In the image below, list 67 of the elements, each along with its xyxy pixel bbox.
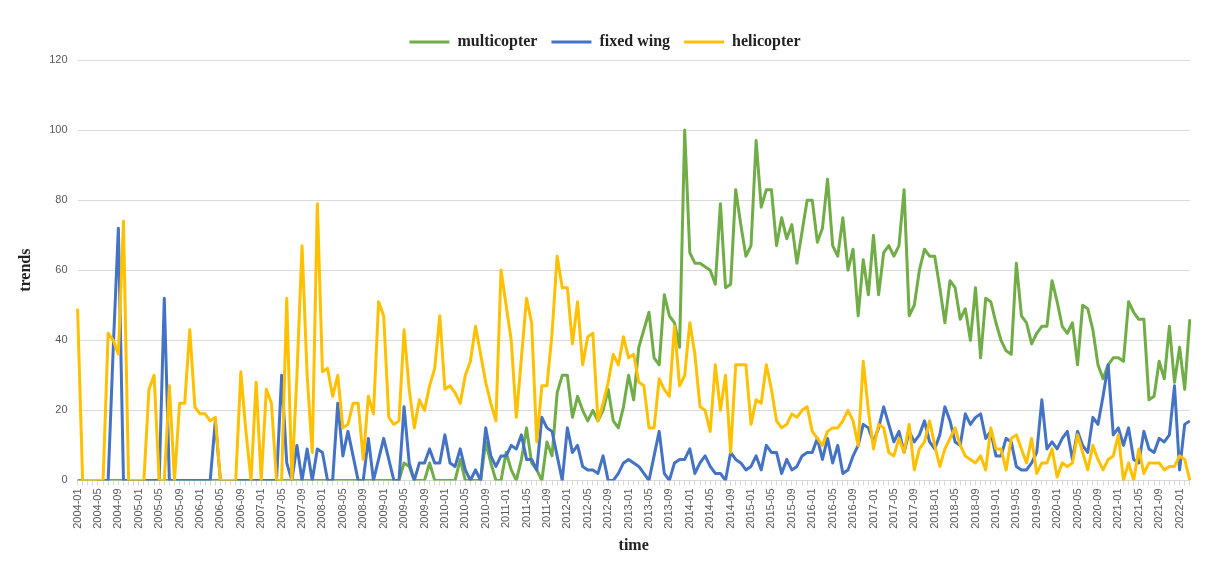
x-tick-label: 2015-01: [744, 488, 757, 529]
y-tick-label: 40: [55, 333, 68, 346]
x-tick-label: 2011-09: [539, 488, 552, 528]
x-tick-label: 2014-01: [682, 488, 695, 529]
x-tick-label: 2013-01: [621, 488, 634, 529]
x-tick-label: 2008-05: [335, 488, 348, 529]
x-tick-label: 2016-09: [846, 488, 859, 529]
x-tick-label: 2014-05: [703, 488, 716, 529]
x-tick-label: 2018-01: [927, 488, 940, 529]
x-tick-label: 2013-05: [642, 488, 655, 529]
x-tick-label: 2018-09: [968, 488, 981, 529]
x-tick-label: 2006-09: [233, 488, 246, 529]
x-tick-label: 2011-01: [499, 488, 512, 528]
x-tick-label: 2012-05: [580, 488, 593, 529]
x-tick-label: 2010-01: [437, 488, 450, 529]
x-tick-label: 2007-01: [254, 488, 267, 529]
x-tick-label: 2017-05: [886, 488, 899, 529]
x-tick-label: 2006-05: [213, 488, 226, 529]
x-tick-label: 2008-01: [315, 488, 328, 529]
x-tick-label: 2004-05: [90, 488, 103, 529]
x-tick-label: 2015-09: [784, 488, 797, 529]
x-tick-label: 2007-05: [274, 488, 287, 529]
x-tick-label: 2020-05: [1070, 488, 1083, 529]
x-tick-label: 2014-09: [723, 488, 736, 529]
y-tick-label: 80: [55, 193, 68, 206]
x-tick-label: 2004-01: [70, 488, 83, 529]
x-tick-label: 2011-05: [519, 488, 532, 528]
y-tick-label: 0: [61, 473, 68, 486]
x-tick-label: 2016-05: [825, 488, 838, 529]
x-tick-label: 2010-09: [478, 488, 491, 529]
x-tick-label: 2006-01: [193, 488, 206, 529]
x-tick-label: 2021-05: [1131, 488, 1144, 529]
x-tick-label: 2009-05: [397, 488, 410, 529]
x-tick-label: 2020-09: [1090, 488, 1103, 529]
y-tick-label: 60: [55, 263, 68, 276]
x-tick-label: 2020-01: [1050, 488, 1063, 529]
x-axis-title: time: [618, 535, 649, 553]
x-tick-label: 2019-05: [1009, 488, 1022, 529]
legend-label: fixed wing: [599, 32, 671, 51]
x-tick-label: 2010-05: [458, 488, 471, 529]
x-tick-label: 2004-09: [111, 488, 124, 529]
x-tick-label: 2005-01: [131, 488, 144, 529]
x-tick-label: 2016-01: [805, 488, 818, 529]
y-tick-label: 120: [49, 53, 68, 66]
x-tick-label: 2012-01: [560, 488, 573, 529]
legend-label: helicopter: [732, 32, 801, 51]
x-tick-label: 2013-09: [662, 488, 675, 529]
x-tick-label: 2012-09: [601, 488, 614, 529]
x-tick-label: 2009-01: [376, 488, 389, 529]
x-tick-label: 2015-05: [764, 488, 777, 529]
x-tick-label: 2021-01: [1111, 488, 1124, 529]
x-tick-label: 2005-09: [172, 488, 185, 529]
legend-label: multicopter: [457, 32, 538, 51]
y-tick-label: 100: [49, 123, 68, 136]
y-tick-label: 20: [55, 403, 68, 416]
x-tick-label: 2008-09: [356, 488, 369, 529]
x-tick-label: 2005-05: [152, 488, 165, 529]
x-tick-label: 2021-09: [1152, 488, 1165, 529]
x-tick-label: 2017-09: [907, 488, 920, 529]
x-tick-label: 2009-09: [417, 488, 430, 529]
x-tick-label: 2007-09: [295, 488, 308, 529]
x-tick-label: 2022-01: [1172, 488, 1185, 529]
x-tick-label: 2017-01: [866, 488, 879, 529]
y-axis-title: trends: [15, 248, 33, 292]
x-tick-label: 2018-05: [948, 488, 961, 529]
x-tick-label: 2019-09: [1029, 488, 1042, 529]
x-tick-label: 2019-01: [988, 488, 1001, 529]
